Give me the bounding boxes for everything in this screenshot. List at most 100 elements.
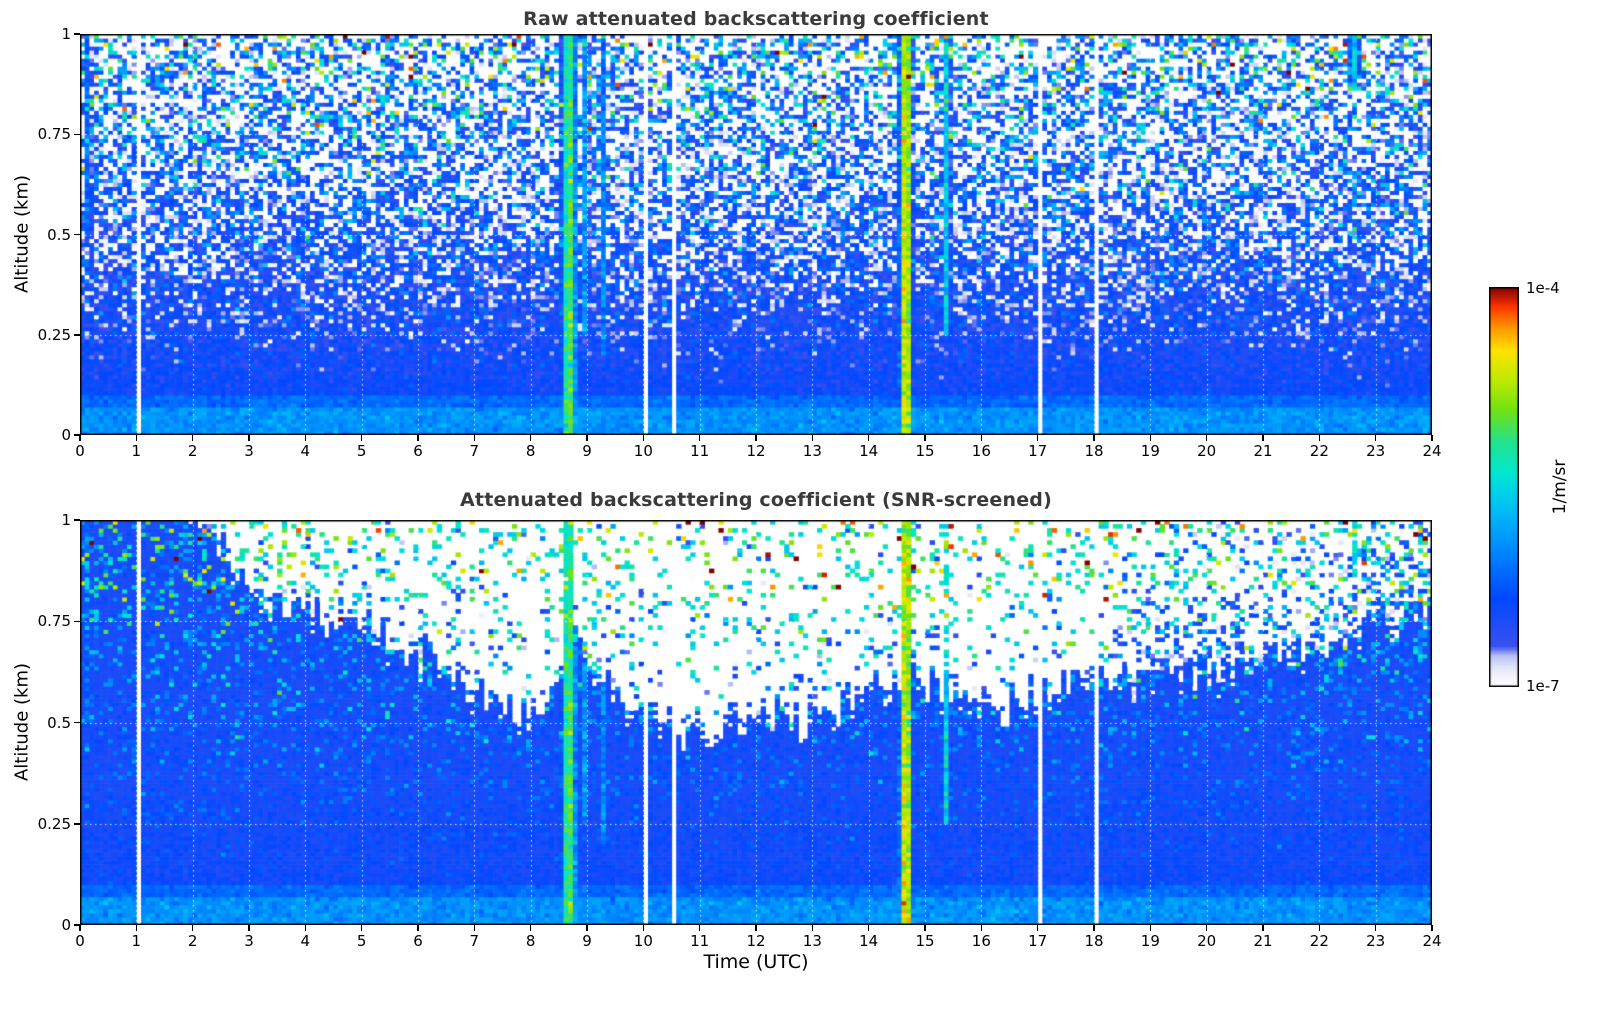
x-tick-mark: [924, 925, 926, 931]
x-tick-label: 19: [1140, 442, 1160, 460]
x-tick-mark: [417, 925, 419, 931]
x-tick-label: 7: [469, 442, 480, 460]
x-tick-mark: [191, 925, 194, 931]
x-tick-mark: [586, 435, 588, 441]
x-tick-label: 3: [244, 442, 254, 460]
x-tick-label: 23: [1366, 932, 1386, 950]
x-tick-mark: [1036, 925, 1039, 931]
x-axis-label: Time (UTC): [703, 951, 809, 973]
y-axis-label-top-panel: Altitude (km): [11, 174, 33, 294]
x-tick-label: 16: [971, 442, 991, 460]
y-tick-label: 0.25: [37, 814, 71, 833]
x-tick-label: 6: [413, 932, 423, 950]
x-tick-label: 20: [1197, 442, 1217, 460]
x-tick-mark: [1374, 925, 1377, 931]
x-tick-label: 4: [300, 932, 311, 950]
x-tick-label: 5: [356, 932, 367, 950]
x-tick-mark: [1093, 925, 1095, 931]
y-tick-mark: [74, 133, 80, 135]
x-tick-mark: [529, 435, 532, 441]
x-tick-label: 9: [582, 932, 592, 950]
x-tick-label: 15: [915, 442, 935, 460]
y-tick-mark: [74, 823, 80, 825]
x-tick-mark: [191, 435, 194, 441]
x-tick-label: 0: [75, 932, 85, 950]
screened-backscatter-heatmap: [80, 520, 1432, 925]
y-tick-label: 0: [61, 426, 71, 444]
x-tick-mark: [360, 435, 363, 441]
x-tick-mark: [1318, 435, 1321, 441]
x-tick-mark: [980, 925, 983, 931]
x-tick-label: 10: [633, 442, 653, 460]
x-tick-label: 11: [690, 932, 710, 950]
x-tick-label: 18: [1084, 932, 1104, 950]
x-tick-label: 0: [75, 442, 85, 460]
x-tick-mark: [248, 435, 250, 441]
y-tick-label: 0: [61, 916, 71, 934]
x-tick-label: 17: [1028, 932, 1048, 950]
x-tick-label: 12: [746, 932, 766, 950]
x-tick-mark: [642, 925, 645, 931]
x-tick-label: 21: [1253, 932, 1273, 950]
y-tick-mark: [74, 519, 80, 521]
x-tick-label: 24: [1422, 932, 1442, 950]
x-tick-label: 10: [633, 932, 653, 950]
y-tick-mark: [74, 33, 80, 35]
y-tick-label: 1: [61, 25, 71, 43]
y-tick-label: 0.75: [37, 125, 71, 144]
x-tick-label: 22: [1309, 932, 1329, 950]
x-tick-mark: [755, 435, 757, 441]
x-tick-label: 19: [1140, 932, 1160, 950]
x-tick-mark: [642, 435, 645, 441]
y-tick-label: 0.5: [47, 225, 71, 244]
x-tick-mark: [1262, 925, 1264, 931]
x-tick-mark: [79, 435, 81, 441]
colorbar-max-label: 1e-4: [1526, 279, 1560, 297]
x-tick-label: 8: [525, 932, 536, 950]
x-tick-label: 9: [582, 442, 592, 460]
x-tick-label: 2: [187, 932, 198, 950]
x-tick-mark: [867, 925, 870, 931]
x-tick-mark: [698, 925, 701, 931]
x-tick-label: 13: [802, 932, 822, 950]
x-tick-label: 20: [1197, 932, 1217, 950]
x-tick-label: 11: [690, 442, 710, 460]
x-tick-mark: [417, 435, 419, 441]
y-tick-mark: [74, 620, 80, 622]
x-tick-label: 2: [187, 442, 198, 460]
x-tick-mark: [135, 435, 138, 441]
x-tick-label: 16: [971, 932, 991, 950]
x-tick-mark: [1205, 925, 1208, 931]
x-tick-mark: [811, 925, 814, 931]
x-tick-mark: [586, 925, 588, 931]
x-tick-label: 7: [469, 932, 480, 950]
x-tick-label: 22: [1309, 442, 1329, 460]
y-axis-label-bottom-panel: Altitude (km): [11, 662, 33, 782]
raw-backscatter-heatmap: [80, 34, 1432, 435]
screened-panel-title: Attenuated backscattering coefficient (S…: [460, 489, 1052, 511]
y-tick-label: 1: [61, 511, 71, 529]
x-tick-mark: [698, 435, 701, 441]
x-tick-mark: [1149, 925, 1152, 931]
x-tick-mark: [473, 925, 476, 931]
x-tick-mark: [924, 435, 926, 441]
x-tick-mark: [1262, 435, 1264, 441]
y-tick-mark: [74, 924, 80, 926]
x-tick-mark: [1374, 435, 1377, 441]
x-tick-mark: [304, 925, 307, 931]
y-tick-mark: [74, 233, 80, 236]
x-tick-mark: [1036, 435, 1039, 441]
x-tick-label: 6: [413, 442, 423, 460]
raw-panel-title: Raw attenuated backscattering coefficien…: [523, 8, 989, 30]
y-tick-mark: [74, 721, 80, 724]
x-tick-label: 14: [859, 442, 879, 460]
x-tick-mark: [304, 435, 307, 441]
x-tick-mark: [1318, 925, 1321, 931]
x-tick-mark: [980, 435, 983, 441]
x-tick-label: 8: [525, 442, 536, 460]
x-tick-label: 23: [1366, 442, 1386, 460]
x-tick-mark: [248, 925, 250, 931]
x-tick-mark: [1431, 925, 1433, 931]
x-tick-mark: [1431, 435, 1433, 441]
